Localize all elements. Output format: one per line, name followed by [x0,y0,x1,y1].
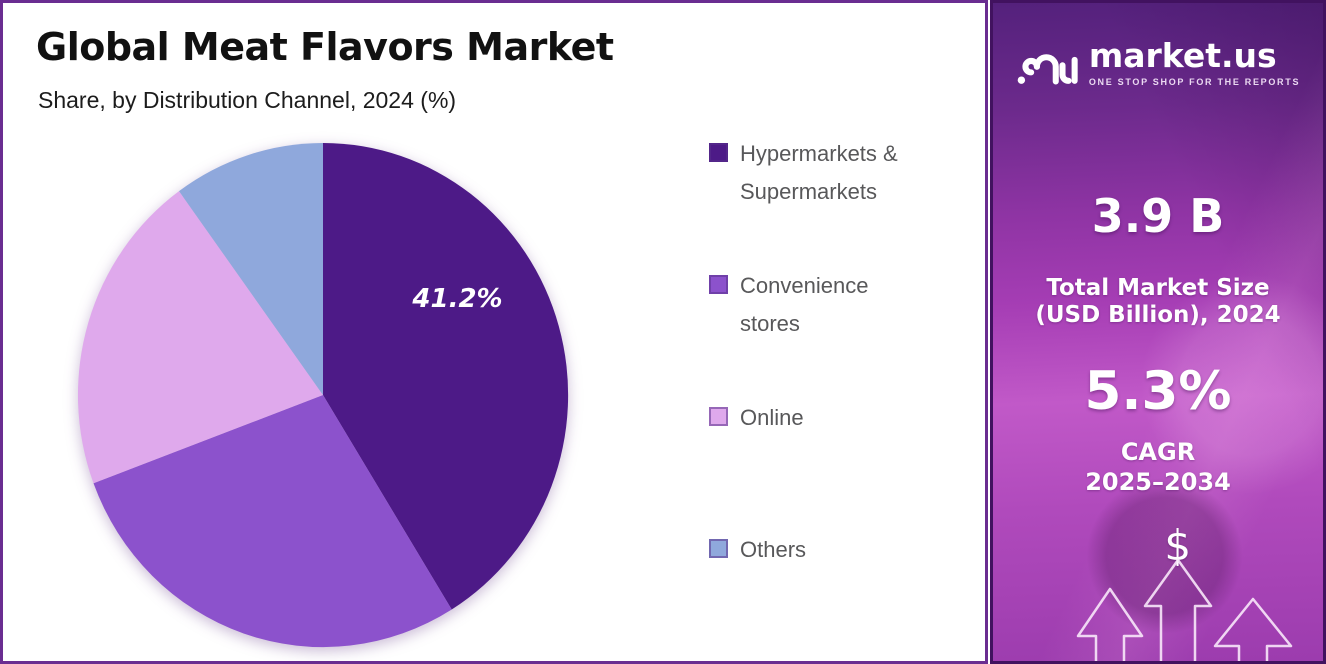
legend-swatch-online [709,407,728,426]
chart-subtitle: Share, by Distribution Channel, 2024 (%) [38,87,457,113]
market-size-label-line1: Total Market Size [1046,275,1270,301]
pie-chart: 41.2% [77,142,569,648]
brand-logo: market.us ONE STOP SHOP FOR THE REPORTS [993,39,1323,93]
legend-swatch-others [709,539,728,558]
brand-sidebar: market.us ONE STOP SHOP FOR THE REPORTS … [990,0,1326,664]
pie-slice-hypermarkets-supermarkets [323,142,569,610]
market-size-label: Total Market Size (USD Billion), 2024 [993,275,1323,329]
legend-label: Others [740,537,807,562]
brand-tagline: ONE STOP SHOP FOR THE REPORTS [1088,77,1301,87]
cagr-label: CAGR 2025–2034 [993,437,1323,497]
chart-legend: Hypermarkets & Supermarkets Convenience … [709,135,959,615]
growth-arrows-icon [1076,558,1293,661]
legend-label: Convenience stores [740,273,869,336]
pie-slice-convenience-stores [93,395,452,648]
legend-item-online: Online [709,399,918,437]
pie-slice-others [179,143,323,395]
legend-item-others: Others [709,531,918,569]
page-title: Global Meat Flavors Market [36,25,614,69]
legend-swatch-hypermarkets [709,143,728,162]
brand-text: market.us ONE STOP SHOP FOR THE REPORTS [1088,36,1301,88]
market-size-label-line2: (USD Billion), 2024 [1035,302,1281,328]
legend-label: Hypermarkets & Supermarkets [740,141,898,204]
legend-item-convenience-stores: Convenience stores [709,267,918,343]
legend-item-hypermarkets-supermarkets: Hypermarkets & Supermarkets [709,135,918,211]
cagr-label-line1: CAGR [1120,438,1196,466]
cagr-value: 5.3% [1084,361,1232,422]
market-us-logo-icon [1017,54,1078,85]
legend-swatch-convenience [709,275,728,294]
pie-slice-online [77,191,323,484]
pie-data-label: 41.2% [411,284,502,314]
chart-panel: Global Meat Flavors Market Share, by Dis… [0,0,988,664]
cagr-label-line2: 2025–2034 [1085,468,1231,496]
legend-label: Online [740,405,804,430]
market-size-value: 3.9 B [1091,189,1225,243]
brand-name: market.us [1088,36,1277,75]
